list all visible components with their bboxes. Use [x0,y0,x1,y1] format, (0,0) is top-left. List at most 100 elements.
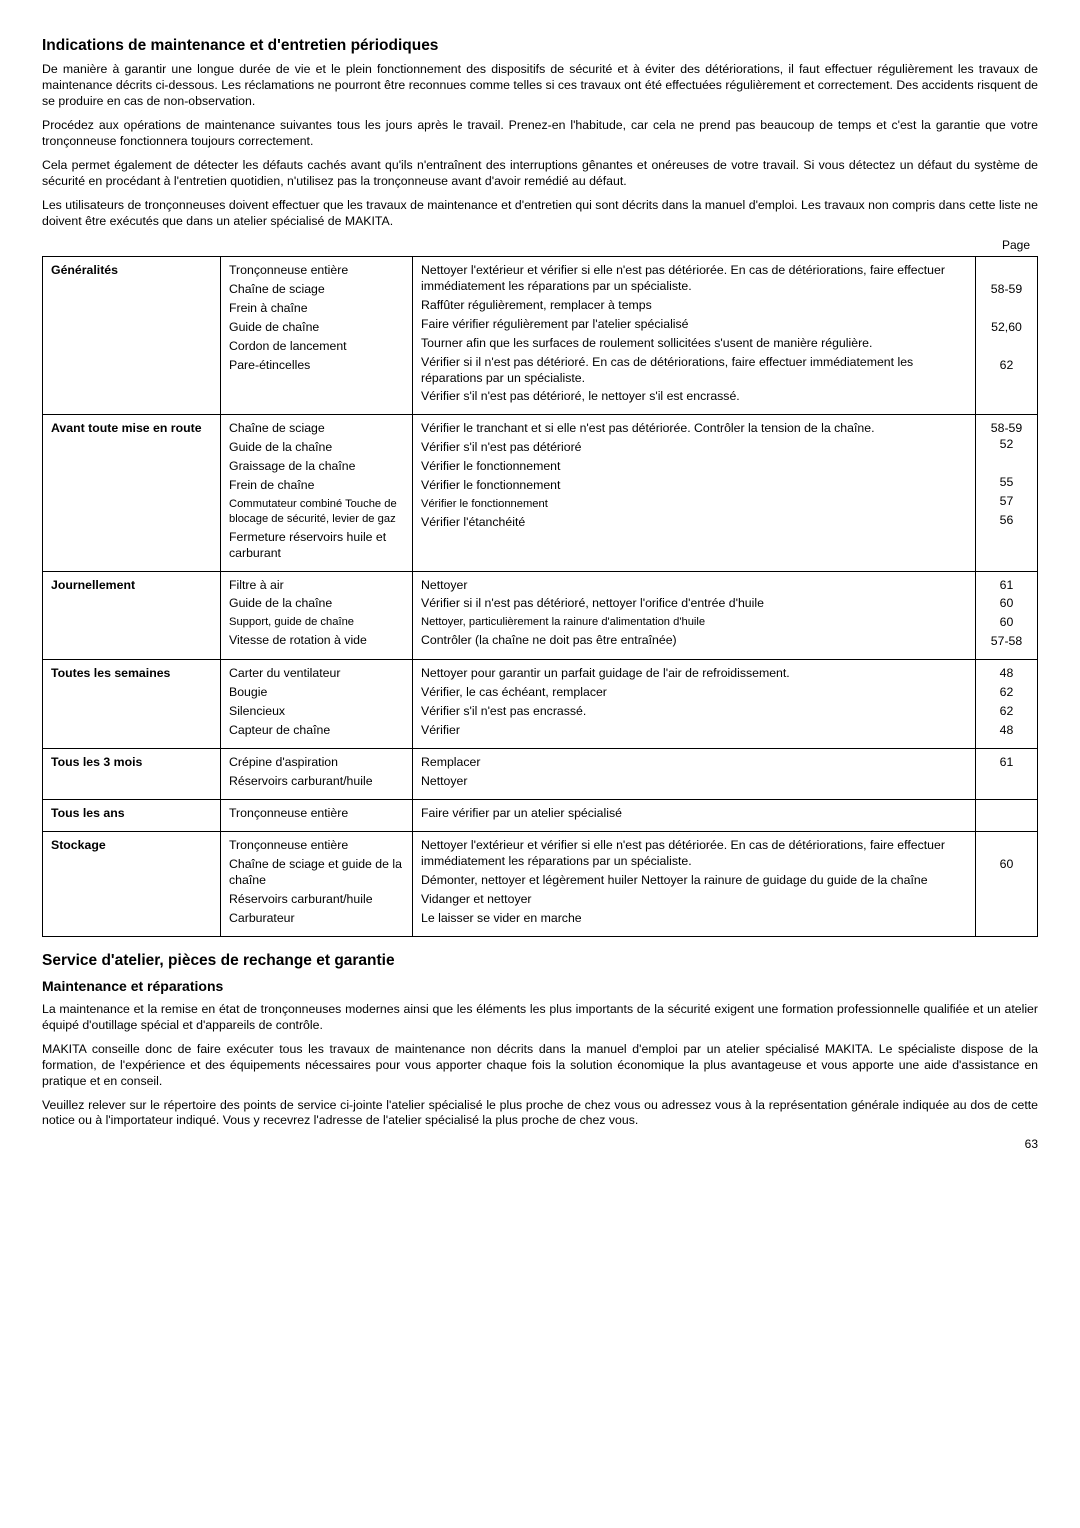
item-description: Vérifier, le cas échéant, remplacer [421,685,967,701]
item-name: Réservoirs carburant/huile [229,774,404,790]
item-page-ref: 52,60 [984,320,1029,336]
item-name: Tronçonneuse entière [229,838,404,854]
item-page-ref [984,301,1029,317]
item-names-cell: Filtre à airGuide de la chaîneSupport, g… [221,571,413,660]
item-page-ref [984,532,1029,548]
heading-indications: Indications de maintenance et d'entretie… [42,36,1038,56]
item-page-ref [984,263,1029,279]
item-page-ref: 58-59 [984,282,1029,298]
item-name: Carburateur [229,911,404,927]
item-description: Le laisser se vider en marche [421,911,967,927]
item-description: Contrôler (la chaîne ne doit pas être en… [421,633,967,649]
item-page-cell: 61 [976,749,1038,800]
item-page-ref: 48 [984,666,1029,682]
item-description: Vérifier le fonctionnement [421,459,967,475]
item-page-ref: 55 [984,475,1029,491]
item-page-ref [984,876,1029,892]
item-desc-cell: Nettoyer Vérifier si il n'est pas détério… [413,571,976,660]
item-page-ref: 62 [984,685,1029,701]
item-description: Vérifier [421,723,967,739]
item-page-ref: 62 [984,704,1029,720]
item-page-ref: 60 [984,615,1029,631]
item-description: Nettoyer [421,774,967,790]
item-name: Réservoirs carburant/huile [229,892,404,908]
item-description: Nettoyer l'extérieur et vérifier si elle… [421,263,967,295]
table-row: Tous les ans Tronçonneuse entière Faire vé… [43,800,1038,832]
item-desc-cell: Vérifier le tranchant et si elle n'est p… [413,415,976,571]
item-description: Vérifier l'étanchéité [421,515,967,531]
item-description: Vérifier si il n'est pas détérioré, nett… [421,596,967,612]
item-names-cell: Tronçonneuse entièreChaîne de sciageFrei… [221,256,413,415]
item-name: Graissage de la chaîne [229,459,404,475]
page-number: 63 [42,1137,1038,1153]
item-name: Frein à chaîne [229,301,404,317]
table-row: JournellementFiltre à airGuide de la cha… [43,571,1038,660]
item-description: Nettoyer [421,578,967,594]
item-description: Raffûter régulièrement, remplacer à temp… [421,298,967,314]
item-desc-cell: Remplacer Nettoyer [413,749,976,800]
row-heading: Avant toute mise en route [43,415,221,571]
row-heading: Toutes les semaines [43,660,221,749]
maintenance-table: GénéralitésTronçonneuse entièreChaîne de… [42,256,1038,938]
item-description: Vérifier le fonctionnement [421,497,967,512]
table-row: Tous les 3 mois Crépine d'aspiration Réser… [43,749,1038,800]
item-description: Remplacer [421,755,967,771]
item-page-ref [984,838,1029,854]
item-page-ref [984,895,1029,911]
item-name: Cordon de lancement [229,339,404,355]
para-2: Procédez aux opérations de maintenance s… [42,118,1038,150]
item-name: Silencieux [229,704,404,720]
item-name: Tronçonneuse entière [229,263,404,279]
table-row: GénéralitésTronçonneuse entièreChaîne de… [43,256,1038,415]
item-desc-cell: Nettoyer pour garantir un parfait guidag… [413,660,976,749]
heading-service: Service d'atelier, pièces de rechange et… [42,951,1038,971]
para-1: De manière à garantir une longue durée d… [42,62,1038,110]
page-column-label: Page [42,238,1030,254]
row-heading: Tous les ans [43,800,221,832]
item-name: Fermeture réservoirs huile et carburant [229,530,404,562]
item-page-ref [984,774,1029,790]
item-desc-cell: Nettoyer l'extérieur et vérifier si elle… [413,256,976,415]
item-names-cell: Chaîne de sciageGuide de la chaîneGraiss… [221,415,413,571]
item-name: Vitesse de rotation à vide [229,633,404,649]
item-desc-cell: Faire vérifier par un atelier spécialisé [413,800,976,832]
item-name: Crépine d'aspiration [229,755,404,771]
item-page-ref: 58-59 52 [984,421,1029,453]
row-heading: Généralités [43,256,221,415]
item-description: Vidanger et nettoyer [421,892,967,908]
table-row: StockageTronçonneuse entièreChaîne de sc… [43,832,1038,937]
item-page-ref [984,339,1029,355]
table-row: Avant toute mise en routeChaîne de sciag… [43,415,1038,571]
item-description: Faire vérifier par un atelier spécialisé [421,806,967,822]
item-page-ref [984,806,1029,822]
item-page-ref: 61 [984,755,1029,771]
item-page-ref: 61 [984,578,1029,594]
para-6: MAKITA conseille donc de faire exécuter … [42,1042,1038,1090]
item-description: Vérifier le fonctionnement [421,478,967,494]
item-page-ref: 57 [984,494,1029,510]
para-5: La maintenance et la remise en état de t… [42,1002,1038,1034]
item-name: Bougie [229,685,404,701]
item-name: Capteur de chaîne [229,723,404,739]
item-description: Vérifier s'il n'est pas détérioré, le ne… [421,389,967,405]
item-page-ref: 57-58 [984,634,1029,650]
item-page-cell: 58-59 52 555756 [976,415,1038,571]
row-heading: Tous les 3 mois [43,749,221,800]
item-name: Chaîne de sciage et guide de la chaîne [229,857,404,889]
item-description: Vérifier s'il n'est pas détérioré [421,440,967,456]
item-page-ref: 62 [984,358,1029,374]
para-7: Veuillez relever sur le répertoire des p… [42,1098,1038,1130]
item-name: Pare-étincelles [229,358,404,374]
item-names-cell: Tronçonneuse entière [221,800,413,832]
item-name: Tronçonneuse entière [229,806,404,822]
item-description: Nettoyer, particulièrement la rainure d'… [421,615,967,630]
item-page-cell [976,800,1038,832]
item-name: Chaîne de sciage [229,421,404,437]
item-page-cell: 61 60 60 57-58 [976,571,1038,660]
item-page-cell: 60 [976,832,1038,937]
item-description: Faire vérifier régulièrement par l'ateli… [421,317,967,333]
table-row: Toutes les semainesCarter du ventilateur… [43,660,1038,749]
item-description: Nettoyer l'extérieur et vérifier si elle… [421,838,967,870]
item-page-ref: 60 [984,596,1029,612]
item-names-cell: Tronçonneuse entière Chaîne de sciage et … [221,832,413,937]
